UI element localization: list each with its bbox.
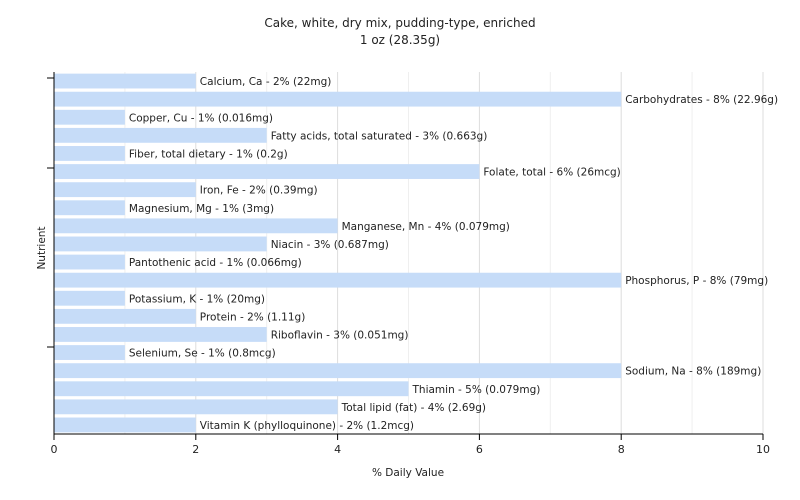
bar — [54, 290, 125, 306]
bar-label: Sodium, Na - 8% (189mg) — [625, 366, 761, 378]
chart-title: Cake, white, dry mix, pudding-type, enri… — [264, 16, 535, 30]
bar — [54, 363, 622, 379]
bar — [54, 200, 125, 216]
bar-label: Pantothenic acid - 1% (0.066mg) — [129, 257, 302, 269]
x-tick-label: 4 — [334, 443, 341, 456]
bar-label: Magnesium, Mg - 1% (3mg) — [129, 203, 274, 215]
bar-label: Protein - 2% (1.11g) — [200, 311, 306, 323]
axes — [47, 72, 763, 435]
y-axis-label: Nutrient — [36, 226, 48, 269]
bar-label: Phosphorus, P - 8% (79mg) — [625, 275, 768, 287]
x-tick-label: 6 — [476, 443, 483, 456]
bar-label: Fiber, total dietary - 1% (0.2g) — [129, 148, 288, 160]
chart-subtitle: 1 oz (28.35g) — [360, 33, 440, 47]
bar-label: Selenium, Se - 1% (0.8mcg) — [129, 348, 276, 360]
bar-label: Riboflavin - 3% (0.051mg) — [271, 329, 409, 341]
bar-label: Folate, total - 6% (26mcg) — [483, 167, 620, 179]
bar — [54, 218, 338, 234]
x-tick-label: 0 — [51, 443, 58, 456]
bar — [54, 272, 622, 288]
bar-label: Total lipid (fat) - 4% (2.69g) — [341, 402, 486, 414]
bar — [54, 146, 125, 161]
bar — [54, 236, 267, 252]
x-tick-label: 8 — [618, 443, 625, 456]
bar — [54, 91, 622, 107]
bar — [54, 164, 480, 179]
bar-label: Niacin - 3% (0.687mg) — [271, 239, 389, 251]
bar-labels-group: Calcium, Ca - 2% (22mg) Carbohydrates - 8… — [129, 76, 778, 432]
bar — [54, 399, 338, 415]
bar — [54, 308, 196, 324]
x-tick-label: 10 — [756, 443, 770, 456]
x-ticks: 0 2 4 6 8 10 — [51, 434, 770, 456]
bar-label: Copper, Cu - 1% (0.016mg) — [129, 112, 273, 124]
bar-label: Calcium, Ca - 2% (22mg) — [200, 76, 332, 88]
bar-label: Vitamin K (phylloquinone) - 2% (1.2mcg) — [200, 420, 414, 432]
bar — [54, 254, 125, 270]
bar-label: Thiamin - 5% (0.079mg) — [412, 384, 541, 396]
x-tick-label: 2 — [192, 443, 199, 456]
bar-label: Fatty acids, total saturated - 3% (0.663… — [271, 130, 488, 142]
bar-label: Carbohydrates - 8% (22.96g) — [625, 94, 778, 106]
bar-label: Manganese, Mn - 4% (0.079mg) — [342, 221, 510, 233]
x-axis-label: % Daily Value — [372, 467, 444, 479]
bar — [54, 381, 409, 397]
bar-label: Iron, Fe - 2% (0.39mg) — [200, 185, 318, 197]
bar — [54, 127, 267, 143]
bars-group — [54, 73, 622, 433]
bar — [54, 327, 267, 342]
bar — [54, 417, 196, 433]
bar-label: Potassium, K - 1% (20mg) — [129, 293, 265, 305]
bar — [54, 182, 196, 198]
bar — [54, 73, 196, 89]
bar — [54, 345, 125, 360]
bar — [54, 109, 125, 125]
